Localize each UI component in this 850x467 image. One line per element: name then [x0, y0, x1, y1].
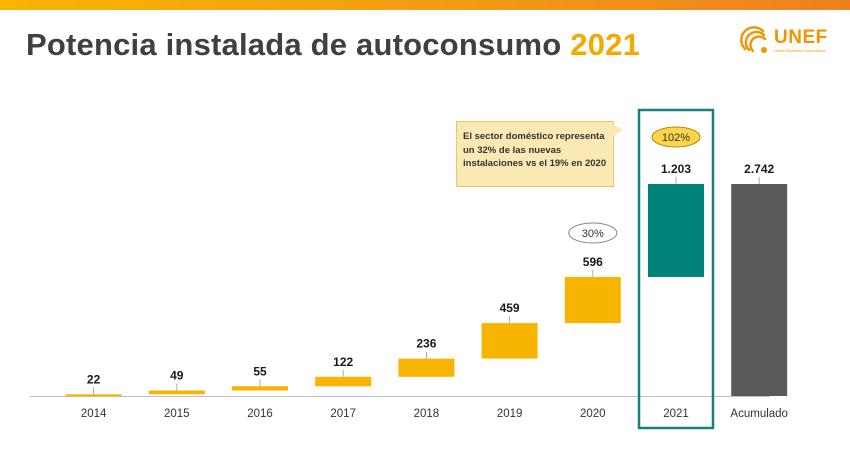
value-label-2014: 22	[87, 372, 101, 386]
bar-2017	[315, 376, 372, 387]
value-label-2021: 1.203	[661, 162, 691, 176]
value-label-2017: 122	[333, 355, 353, 369]
logo-tagline: Unión Española Fotovoltaica	[774, 48, 825, 53]
note-pointer	[613, 124, 623, 136]
category-label-acumulado: Acumulado	[730, 408, 788, 420]
category-label-2016: 2016	[247, 408, 273, 420]
highlight-frame-2021	[637, 108, 715, 430]
bar-2018	[398, 358, 455, 377]
logo-name: UNEF	[774, 27, 828, 48]
domestic-sector-note: El sector doméstico representa un 32% de…	[456, 121, 614, 187]
growth-label-2020: 30%	[582, 228, 604, 240]
bar-2014	[65, 394, 122, 397]
category-label-2019: 2019	[497, 408, 523, 420]
bar-2020	[564, 277, 621, 324]
category-label-2015: 2015	[164, 408, 190, 420]
bar-2015	[148, 390, 205, 395]
unef-logo: UNEF Unión Española Fotovoltaica	[740, 26, 836, 56]
page-title: Potencia instalada de autoconsumo 2021	[26, 27, 640, 63]
value-label-2018: 236	[416, 337, 436, 351]
value-label-2016: 55	[253, 364, 267, 378]
bar-2016	[232, 386, 288, 391]
bars-layer	[30, 184, 788, 397]
value-label-2020: 596	[583, 255, 603, 269]
labels-layer: 22 2014 49 2015 55 2016 122 2017 236 2018 459 2019 5…	[81, 108, 788, 430]
category-label-2017: 2017	[330, 408, 356, 420]
growth-badge-2021	[651, 126, 701, 148]
bar-2021	[648, 184, 704, 278]
category-label-2021: 2021	[663, 408, 689, 420]
bar-acumulado	[731, 184, 788, 396]
top-accent-bar	[0, 0, 850, 10]
category-label-2020: 2020	[580, 408, 606, 420]
bar-2019	[481, 323, 538, 359]
growth-label-2021: 102%	[662, 132, 690, 144]
growth-badge-2020	[568, 222, 618, 244]
category-label-2014: 2014	[81, 408, 107, 420]
value-label-2015: 49	[170, 369, 184, 383]
sun-logo-icon	[740, 26, 767, 53]
title-year: 2021	[570, 27, 641, 62]
value-label-2019: 459	[500, 301, 520, 315]
value-label-acumulado: 2.742	[744, 162, 774, 176]
category-label-2018: 2018	[414, 408, 440, 420]
title-text: Potencia instalada de autoconsumo	[26, 27, 562, 62]
